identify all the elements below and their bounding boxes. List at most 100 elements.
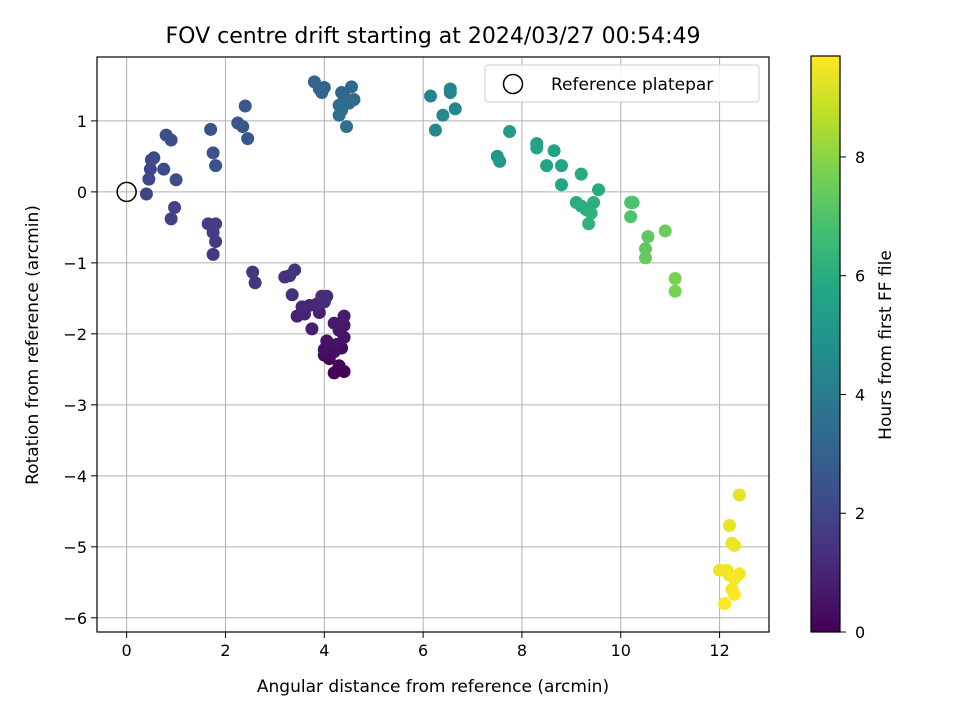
plot-frame [96,56,770,633]
data-point [668,284,682,298]
colorbar-tick-label: 2 [855,504,865,523]
data-point [305,322,319,336]
data-point [582,217,596,231]
data-point [592,183,606,197]
y-tick-label: 0 [77,183,87,202]
data-point [554,178,568,192]
data-point [718,597,732,611]
y-tick-label: −2 [63,325,87,344]
y-axis-label: Rotation from reference (arcmin) [23,205,43,485]
data-point [540,159,554,173]
colorbar-tick-label: 6 [855,267,865,286]
data-point [493,154,507,168]
data-point [241,132,255,146]
data-point [206,146,220,160]
x-tick-label: 0 [122,641,132,660]
data-point [530,141,544,155]
data-point [139,187,153,201]
data-point [547,144,561,158]
data-point [164,212,178,226]
x-tick-label: 2 [220,641,230,660]
y-tick-label: −1 [63,254,87,273]
data-point [638,251,652,265]
data-point [248,276,262,290]
reference-point-marker [116,181,137,203]
data-point [142,172,156,186]
data-point [285,288,299,302]
data-point [206,247,220,261]
colorbar-ticks: 0 2 4 6 8 [840,148,865,642]
data-point [147,151,161,165]
data-point [209,217,223,231]
data-point [320,334,334,348]
legend-entry-label: Reference platepar [551,75,713,95]
data-point [246,265,260,279]
data-point [443,85,457,99]
colorbar-label: Hours from first FF file [876,250,896,440]
grid [97,57,769,632]
data-point [327,316,341,330]
data-point [727,572,741,586]
legend-box [484,64,760,103]
data-point [587,196,601,210]
data-point [236,120,250,134]
data-point [204,122,218,136]
x-tick-label: 10 [611,641,631,660]
y-tick-label: −5 [63,538,87,557]
data-point [574,167,588,181]
data-point [164,133,178,147]
y-tick-label: −4 [63,467,87,486]
data-point [658,224,672,238]
legend: Reference platepar [484,64,760,103]
y-tick-label: −6 [63,609,87,628]
colorbar-tick-label: 8 [855,148,865,167]
data-point [638,242,652,256]
data-point [624,210,638,224]
y-tick-label: 1 [77,112,87,131]
x-tick-label: 12 [709,641,729,660]
data-point [209,159,223,173]
x-tick-label: 6 [418,641,428,660]
x-tick-label: 8 [517,641,527,660]
data-points [139,75,746,611]
colorbar-tick-label: 4 [855,385,865,404]
data-point [238,99,252,113]
x-axis-label: Angular distance from reference (arcmin) [257,677,609,697]
data-point [626,196,640,210]
data-point [337,309,351,323]
data-point [641,230,655,244]
data-point [168,200,182,214]
data-point [668,271,682,285]
data-point [722,519,736,533]
data-point [320,289,334,303]
y-tick-label: −3 [63,396,87,415]
data-point [584,206,598,220]
data-point [157,162,171,176]
data-point [337,318,351,332]
data-point [340,120,354,134]
data-point [436,108,450,122]
legend-marker-icon [502,73,524,95]
data-point [732,488,746,502]
data-point [332,108,346,122]
y-axis-ticks: −6 −5 −4 −3 −2 −1 0 1 [63,112,97,628]
data-point [344,80,358,94]
data-point [288,263,302,277]
data-point [317,81,331,95]
data-point [727,587,741,601]
x-axis-ticks: 0 2 4 6 8 10 12 [122,632,730,660]
data-point [295,300,309,314]
data-point [448,102,462,116]
data-point [503,125,517,139]
x-tick-label: 4 [319,641,329,660]
data-point [424,89,438,103]
chart-title: FOV centre drift starting at 2024/03/27 … [166,24,701,49]
data-point [727,538,741,552]
data-point [332,359,346,373]
data-point [554,159,568,173]
data-point [428,123,442,137]
colorbar-gradient [810,55,841,633]
colorbar-tick-label: 0 [855,623,865,642]
data-point [169,173,183,187]
